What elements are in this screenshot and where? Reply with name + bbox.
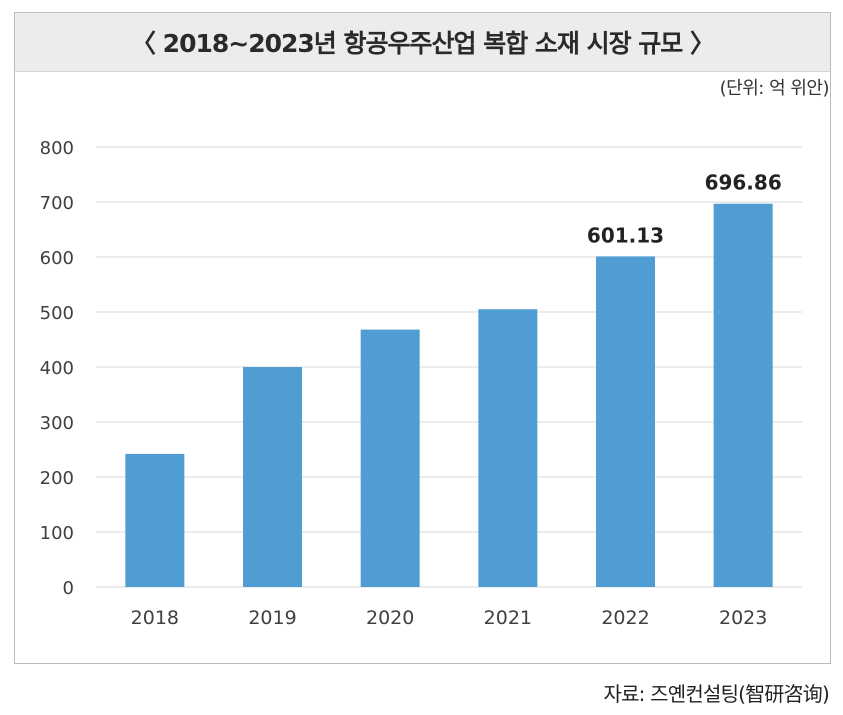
x-tick-label: 2023: [719, 607, 767, 629]
bar: [596, 256, 655, 587]
x-tick-label: 2021: [484, 607, 532, 629]
x-tick-label: 2020: [366, 607, 414, 629]
bar: [713, 203, 773, 588]
bar: [478, 309, 538, 587]
y-tick-label: 200: [40, 468, 74, 489]
y-tick-label: 600: [40, 248, 74, 269]
title-bar: 〈 2018~2023년 항공우주산업 복합 소재 시장 규모 〉: [15, 13, 830, 72]
source-note: 자료: 즈옌컨설팅(智研咨询): [603, 682, 829, 706]
y-tick-label: 800: [40, 138, 74, 159]
y-tick-label: 100: [40, 523, 74, 544]
y-tick-label: 500: [40, 303, 74, 324]
chart-title: 〈 2018~2023년 항공우주산업 복합 소재 시장 규모 〉: [130, 29, 715, 58]
data-label: 601.13: [587, 223, 664, 247]
bar: [125, 453, 185, 587]
bar: [243, 367, 302, 587]
y-tick-label: 300: [40, 413, 74, 434]
bar: [360, 329, 420, 587]
x-tick-label: 2018: [131, 607, 179, 629]
unit-label: (단위: 억 위안): [719, 78, 830, 99]
y-tick-label: 0: [63, 578, 74, 599]
y-tick-label: 400: [40, 358, 74, 379]
x-tick-label: 2022: [601, 607, 649, 629]
x-tick-label: 2019: [248, 607, 296, 629]
data-label: 696.86: [705, 171, 782, 195]
y-tick-label: 700: [40, 193, 74, 214]
